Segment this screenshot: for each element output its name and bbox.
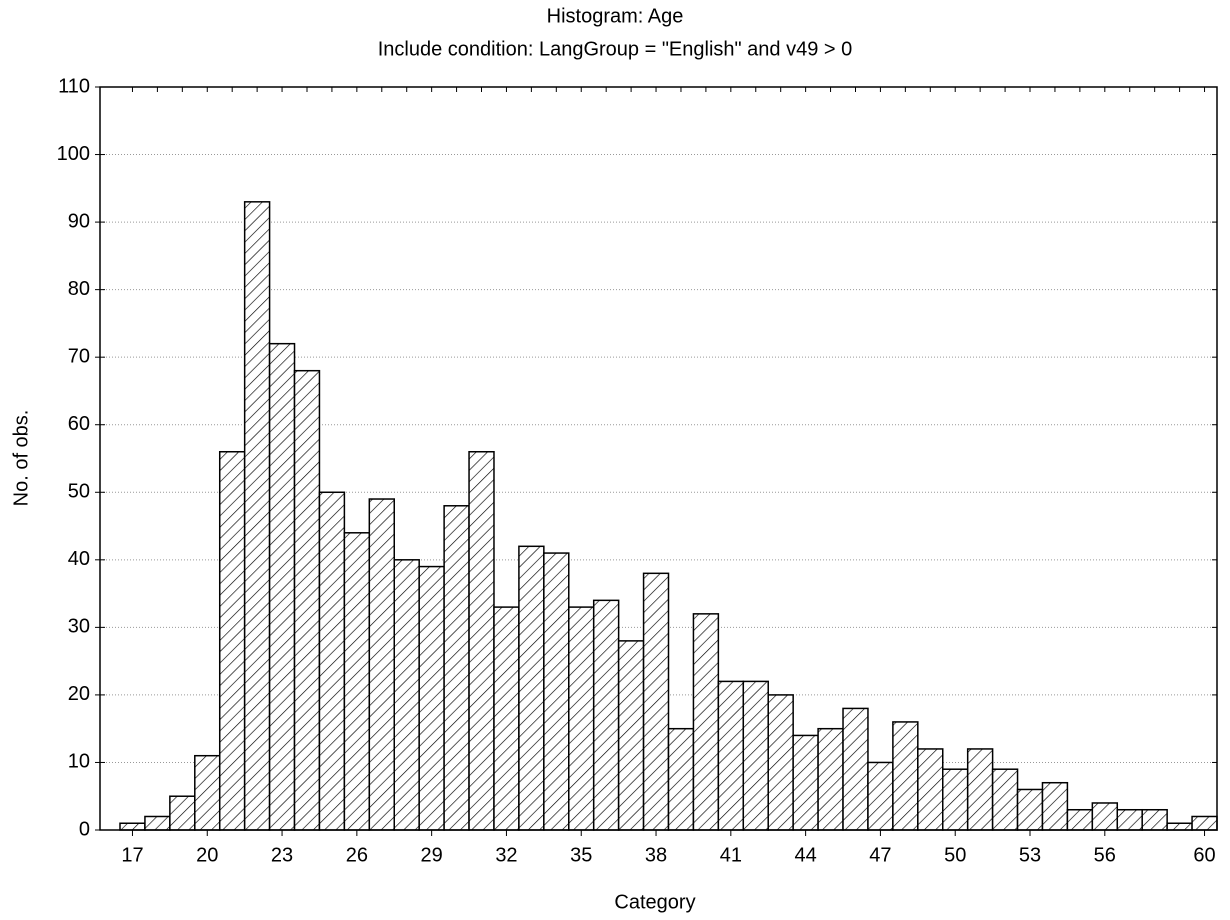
x-tick-label: 50: [944, 844, 966, 866]
bar: [218, 450, 246, 831]
y-axis-label: No. of obs.: [10, 410, 32, 507]
bar: [243, 201, 271, 831]
x-tick-label: 60: [1193, 844, 1215, 866]
y-tick-label: 40: [68, 548, 90, 570]
bar: [917, 748, 944, 831]
bar: [966, 748, 994, 831]
bar: [268, 342, 296, 831]
chart-title: Histogram: Age: [547, 5, 684, 27]
y-tick-label: 60: [68, 413, 90, 435]
bar: [792, 734, 819, 831]
x-tick-label: 23: [271, 844, 293, 866]
bar: [667, 727, 695, 831]
bar: [368, 498, 395, 831]
y-tick-label: 20: [68, 683, 90, 705]
bar: [817, 727, 844, 831]
y-tick-label: 10: [68, 751, 90, 773]
bar: [717, 680, 745, 831]
x-tick-label: 29: [421, 844, 443, 866]
bar: [892, 721, 919, 831]
bar: [568, 606, 595, 831]
bar: [119, 822, 146, 831]
x-tick-label: 44: [795, 844, 817, 866]
y-tick-label: 80: [68, 278, 90, 300]
y-tick-label: 30: [68, 616, 90, 638]
y-tick-label: 50: [68, 481, 90, 503]
bar: [543, 552, 570, 831]
bar: [443, 505, 470, 831]
bar: [293, 369, 321, 831]
x-tick-label: 38: [645, 844, 667, 866]
bar: [393, 559, 420, 831]
x-tick-label: 41: [720, 844, 742, 866]
bar: [518, 545, 545, 831]
y-tick-label: 0: [79, 818, 90, 840]
bar: [1066, 808, 1094, 831]
bar: [343, 532, 371, 831]
x-tick-label: 26: [346, 844, 368, 866]
x-axis-label: Category: [614, 891, 695, 913]
chart-subtitle: Include condition: LangGroup = "English"…: [378, 38, 853, 60]
bar: [1016, 788, 1044, 831]
bar: [617, 640, 645, 831]
bar: [1091, 802, 1119, 831]
x-tick-label: 20: [196, 844, 218, 866]
bar: [942, 768, 969, 831]
x-tick-label: 32: [495, 844, 517, 866]
bar: [1191, 815, 1218, 831]
x-tick-label: 47: [869, 844, 891, 866]
bar: [1041, 781, 1069, 831]
y-tick-label: 100: [57, 143, 90, 165]
bar: [592, 599, 620, 831]
x-tick-label: 35: [570, 844, 592, 866]
bar: [144, 815, 171, 831]
y-tick-label: 90: [68, 210, 90, 232]
bar: [767, 694, 794, 831]
bar: [1141, 808, 1168, 831]
bar: [418, 565, 445, 831]
bar: [493, 606, 520, 831]
bar: [468, 450, 495, 831]
plot-frame: [99, 86, 1218, 831]
bar: [169, 795, 196, 831]
bar: [642, 572, 670, 831]
bar: [742, 680, 769, 831]
y-tick-label: 70: [68, 345, 90, 367]
x-tick-label: 17: [121, 844, 143, 866]
bar: [842, 707, 869, 831]
bar: [318, 491, 346, 831]
bar: [991, 768, 1019, 831]
y-tick-label: 110: [58, 75, 90, 97]
x-tick-label: 53: [1019, 844, 1041, 866]
bar: [1166, 822, 1193, 831]
bar: [1116, 808, 1143, 831]
x-tick-label: 56: [1094, 844, 1116, 866]
bar: [692, 613, 720, 831]
bar: [194, 754, 221, 831]
bar: [867, 761, 894, 831]
